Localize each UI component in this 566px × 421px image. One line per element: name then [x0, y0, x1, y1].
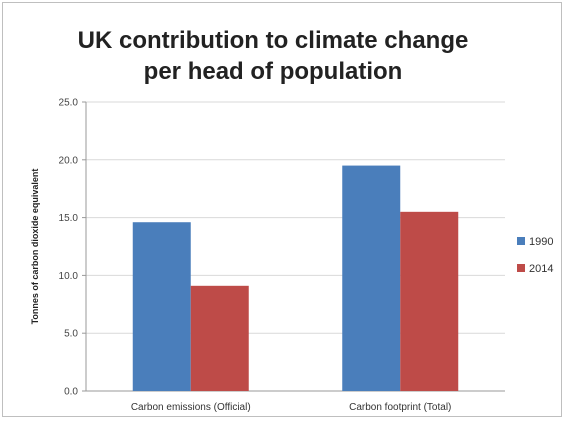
y-axis-label: Tonnes of carbon dioxide equivalent: [30, 169, 40, 325]
y-axis-ticks: 0.0 5.0 10.0 15.0 20.0 25.0: [59, 98, 86, 398]
chart-title: UK contribution to climate change per he…: [77, 27, 469, 85]
bar-2014-2: [400, 211, 459, 391]
x-category-label: Carbon emissions (Official): [131, 402, 251, 413]
y-tick-label: 25.0: [59, 98, 79, 109]
bars: [132, 165, 459, 391]
chart-frame: UK contribution to climate change per he…: [2, 2, 562, 417]
legend-label-1990: 1990: [529, 236, 553, 248]
x-category-label: Carbon footprint (Total): [349, 402, 451, 413]
y-tick-label: 0.0: [64, 387, 78, 398]
x-axis-categories: Carbon emissions (Official) Carbon footpr…: [131, 402, 452, 413]
y-tick-label: 15.0: [59, 213, 79, 224]
legend-swatch-2014: [517, 264, 525, 272]
y-tick-label: 10.0: [59, 271, 79, 282]
legend-swatch-1990: [517, 237, 525, 245]
y-tick-label: 5.0: [64, 329, 78, 340]
legend: 1990 2014: [517, 236, 553, 275]
bar-2014-1: [190, 285, 249, 391]
y-tick-label: 20.0: [59, 155, 79, 166]
legend-label-2014: 2014: [529, 263, 553, 275]
bar-1990-2: [342, 165, 401, 391]
bar-1990-1: [132, 222, 191, 391]
